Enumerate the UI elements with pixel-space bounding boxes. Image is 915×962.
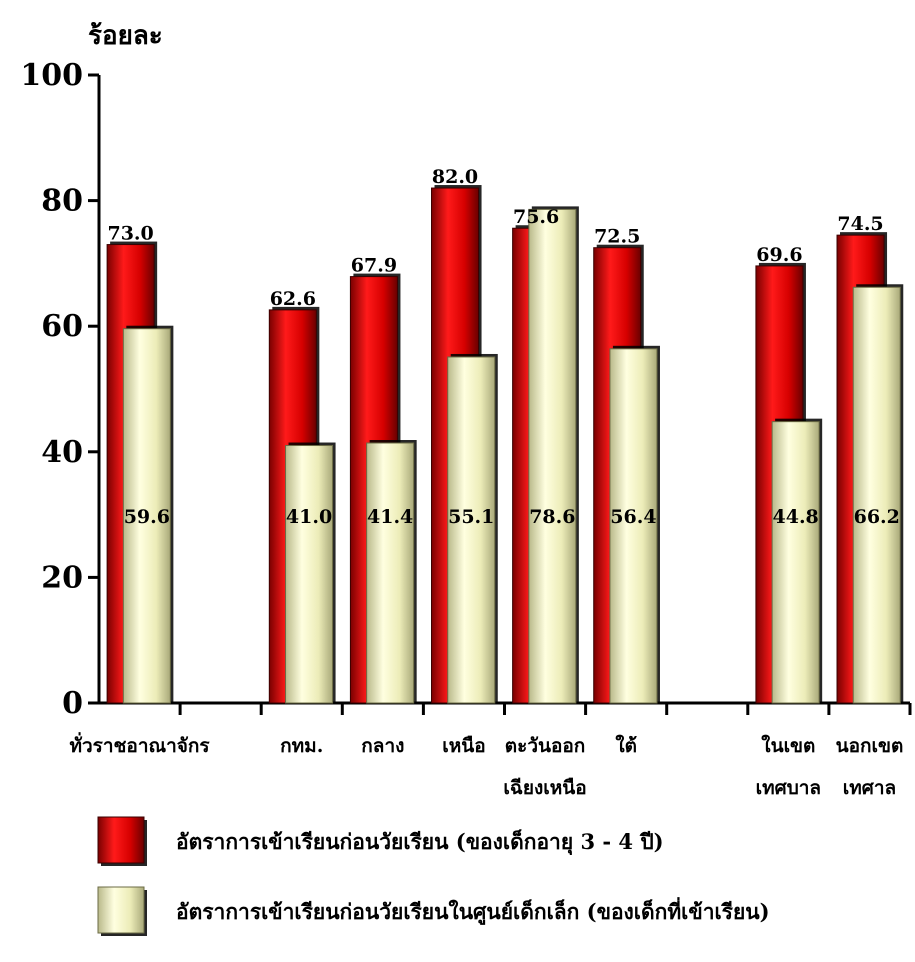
data-label-enrollment-childcare-center: 41.0 — [286, 506, 332, 528]
bar-enrollment-childcare-center — [122, 328, 171, 704]
bar-enrollment-childcare-center — [528, 208, 577, 704]
bar-enrollment-childcare-center — [771, 421, 820, 704]
data-label-enrollment-childcare-center: 59.6 — [124, 506, 170, 528]
bar-enrollment-childcare-center — [609, 348, 658, 704]
data-label-enrollment-childcare-center: 41.4 — [367, 506, 413, 528]
x-tick-label: กลาง — [361, 735, 404, 757]
data-label-enrollment-age-3-4: 67.9 — [351, 255, 397, 277]
data-label-enrollment-childcare-center: 44.8 — [773, 506, 819, 528]
x-tick-label: นอกเขต — [836, 735, 904, 757]
y-tick-label: 80 — [41, 184, 83, 219]
y-tick-label: 60 — [41, 309, 83, 344]
x-tick-label: ใต้ — [615, 734, 637, 757]
data-label-enrollment-age-3-4: 74.5 — [837, 213, 883, 235]
x-tick-label: เทศบาล — [756, 777, 821, 799]
data-label-enrollment-age-3-4: 72.5 — [594, 226, 640, 248]
x-tick-label: ในเขต — [761, 734, 815, 757]
data-label-enrollment-age-3-4: 82.0 — [432, 166, 478, 188]
y-axis-title: ร้อยละ — [88, 21, 163, 51]
data-label-enrollment-age-3-4: 75.6 — [513, 206, 559, 228]
data-label-enrollment-age-3-4: 62.6 — [270, 288, 316, 310]
data-label-enrollment-childcare-center: 66.2 — [854, 506, 900, 528]
data-label-enrollment-childcare-center: 56.4 — [610, 506, 656, 528]
bar-enrollment-childcare-center — [852, 286, 901, 704]
x-tick-label: ตะวันออก — [505, 735, 586, 757]
x-tick-label: ทั่วราชอาณาจักร — [69, 732, 210, 757]
legend-swatch-enrollment-age-3-4 — [97, 816, 145, 864]
x-tick-label: เทศาล — [843, 777, 896, 799]
legend-swatch-enrollment-childcare-center — [97, 886, 145, 934]
y-tick-label: 0 — [62, 686, 83, 721]
y-tick-label: 100 — [20, 58, 83, 93]
x-tick-label: เหนือ — [442, 735, 485, 757]
data-label-enrollment-age-3-4: 69.6 — [756, 244, 802, 266]
x-tick-label: กทม. — [280, 735, 323, 757]
legend-label-enrollment-childcare-center: อัตราการเข้าเรียนก่อนวัยเรียนในศูนย์เด็ก… — [176, 896, 770, 926]
bar-enrollment-childcare-center — [366, 442, 415, 704]
y-tick-label: 20 — [41, 560, 83, 595]
data-label-enrollment-age-3-4: 73.0 — [107, 223, 153, 245]
data-label-enrollment-childcare-center: 55.1 — [448, 506, 494, 528]
legend-label-enrollment-age-3-4: อัตราการเข้าเรียนก่อนวัยเรียน (ของเด็กอา… — [176, 828, 664, 856]
data-label-enrollment-childcare-center: 78.6 — [529, 506, 575, 528]
y-tick-label: 40 — [41, 435, 83, 470]
bar-enrollment-childcare-center — [285, 445, 334, 704]
x-tick-label: เฉียงเหนือ — [503, 777, 586, 799]
bar-enrollment-childcare-center — [447, 356, 496, 704]
